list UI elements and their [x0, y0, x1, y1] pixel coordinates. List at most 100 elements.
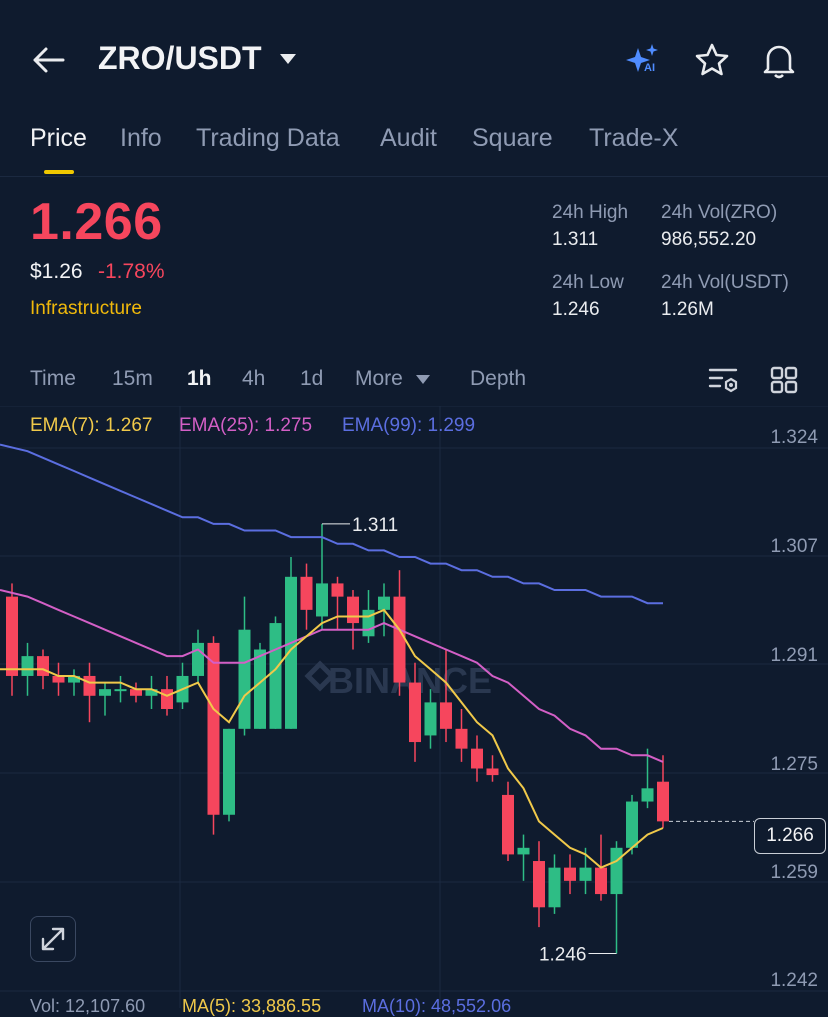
- axis-tick: 1.291: [770, 645, 818, 666]
- tab-trading-data[interactable]: Trading Data: [196, 124, 340, 152]
- candle-body: [409, 682, 421, 743]
- candle-body: [440, 702, 452, 729]
- volume-ma5: MA(5): 33,886.55: [182, 996, 322, 1016]
- axis-tick: 1.275: [770, 754, 818, 775]
- tab-trade-x[interactable]: Trade-X: [589, 124, 679, 152]
- candle-body: [99, 689, 111, 696]
- axis-tick: 1.307: [770, 536, 818, 557]
- tab-price[interactable]: Price: [30, 124, 87, 152]
- axis-tick: 1.259: [770, 862, 818, 883]
- candle-body: [300, 576, 313, 610]
- interval-15m[interactable]: 15m: [112, 367, 153, 390]
- candle-body: [223, 728, 235, 815]
- high-label: 24h High: [552, 202, 629, 223]
- candle-body: [455, 728, 468, 749]
- candle-body: [114, 689, 127, 692]
- interval-1d[interactable]: 1d: [300, 367, 324, 390]
- candle-body: [471, 748, 483, 769]
- interval-4h[interactable]: 4h: [242, 367, 266, 390]
- tab-audit[interactable]: Audit: [380, 124, 437, 152]
- high-marker-label: 1.311: [352, 515, 398, 536]
- candle-body: [533, 861, 545, 908]
- interval-1h[interactable]: 1h: [187, 367, 212, 390]
- category-tag[interactable]: Infrastructure: [30, 298, 142, 319]
- pair-title[interactable]: ZRO/USDT: [98, 40, 262, 76]
- axis-tick: 1.324: [770, 427, 818, 448]
- candle-body: [548, 867, 561, 908]
- high-value: 1.311: [552, 229, 599, 250]
- candle-body: [52, 675, 65, 683]
- change-percent: -1.78%: [98, 260, 165, 283]
- candle-body: [610, 847, 623, 895]
- candle-body: [37, 656, 49, 676]
- star-favorite-icon[interactable]: [694, 42, 730, 78]
- ai-assistant-button[interactable]: AI: [624, 42, 664, 80]
- tab-square[interactable]: Square: [472, 124, 553, 152]
- candle-body: [269, 623, 282, 729]
- low-label: 24h Low: [552, 272, 624, 293]
- volume-value: Vol: 12,107.60: [30, 996, 146, 1016]
- caret-down-icon[interactable]: [278, 52, 298, 66]
- candle-body: [347, 596, 359, 624]
- vol-quote-label: 24h Vol(USDT): [661, 272, 789, 293]
- candle-body: [579, 867, 592, 881]
- candle-body: [68, 675, 80, 683]
- ema25-legend: EMA(25): 1.275: [179, 415, 313, 436]
- candle-body: [595, 867, 607, 895]
- candle-body: [393, 596, 406, 683]
- vol-base-value: 986,552.20: [661, 229, 757, 250]
- vol-quote-value: 1.26M: [661, 299, 714, 320]
- sparkle-ai-icon: [626, 44, 658, 72]
- candle-body: [486, 768, 499, 776]
- ema99-line: [0, 443, 663, 605]
- candle-body: [517, 847, 530, 855]
- candle-body: [626, 801, 638, 848]
- candle-body: [145, 689, 158, 696]
- usd-price: $1.26: [30, 260, 83, 283]
- bell-alert-icon[interactable]: [762, 41, 796, 79]
- current-price-tag: 1.266: [754, 818, 826, 854]
- ema7-line: [0, 608, 664, 869]
- expand-icon: [41, 927, 65, 951]
- more-caret-icon[interactable]: [415, 374, 431, 385]
- candle-body: [238, 629, 251, 729]
- candle-body: [502, 794, 514, 855]
- binance-logo-icon: [304, 660, 336, 692]
- candle-body: [254, 649, 266, 729]
- grid-layout-icon[interactable]: [770, 366, 798, 394]
- candle-body: [378, 596, 390, 610]
- interval-depth[interactable]: Depth: [470, 367, 527, 390]
- candle-body: [316, 583, 328, 617]
- low-value: 1.246: [552, 299, 600, 320]
- back-arrow-icon[interactable]: [30, 44, 66, 76]
- candle-body: [130, 689, 142, 696]
- last-price: 1.266: [30, 193, 163, 251]
- ema99-legend: EMA(99): 1.299: [342, 415, 476, 436]
- interval-time[interactable]: Time: [30, 367, 76, 390]
- interval-more[interactable]: More: [355, 367, 403, 390]
- candle-body: [6, 596, 18, 676]
- fullscreen-button[interactable]: [30, 916, 76, 962]
- candle-body: [83, 675, 96, 696]
- candle-body: [641, 788, 654, 802]
- candle-body: [161, 689, 173, 709]
- ema7-legend: EMA(7): 1.267: [30, 415, 153, 436]
- axis-tick: 1.242: [770, 970, 818, 991]
- candle-body: [285, 576, 297, 729]
- candle-body: [657, 781, 669, 822]
- candle-body: [21, 656, 34, 676]
- tabs-divider: [0, 176, 828, 177]
- volume-ma10: MA(10): 48,552.06: [362, 996, 512, 1016]
- candle-body: [207, 642, 220, 815]
- candle-body: [424, 702, 437, 736]
- candle-body: [331, 583, 344, 597]
- candle-body: [192, 642, 204, 676]
- candle-body: [564, 867, 576, 881]
- indicator-settings-icon[interactable]: [708, 366, 740, 394]
- low-marker-label: 1.246: [539, 945, 587, 966]
- ai-badge: AI: [644, 62, 655, 74]
- vol-base-label: 24h Vol(ZRO): [661, 202, 778, 223]
- ema25-line: [0, 589, 664, 763]
- tab-info[interactable]: Info: [120, 124, 162, 152]
